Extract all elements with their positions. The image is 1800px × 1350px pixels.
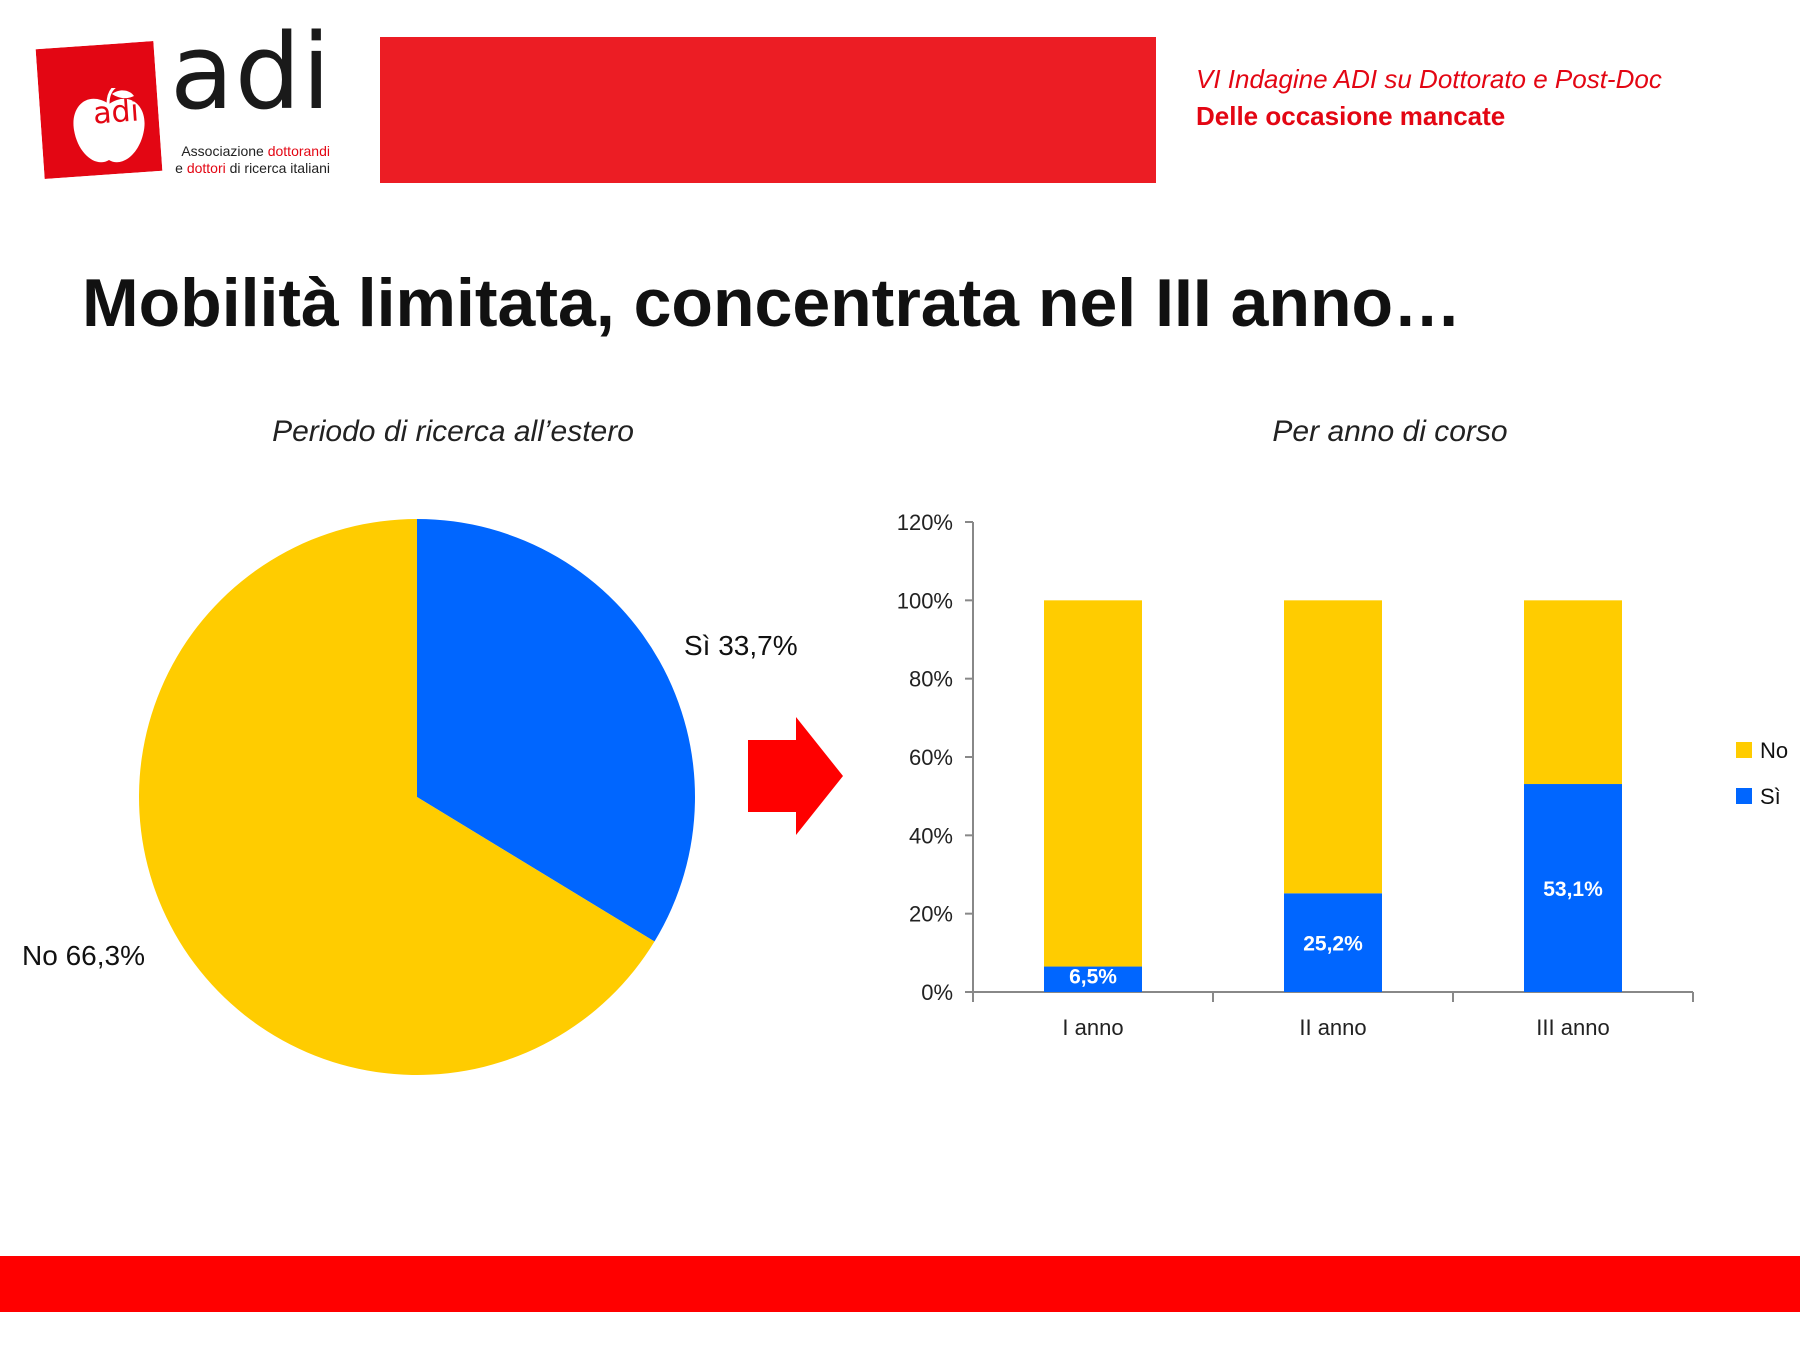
bar-segment-si	[1044, 966, 1142, 992]
bar-data-label: 6,5%	[1069, 966, 1117, 989]
logo-tagline-1b: dottorandi	[267, 143, 330, 159]
pie-slice-yes	[417, 519, 695, 942]
bar-legend: No Sì	[1736, 738, 1788, 809]
bar-segment-si	[1284, 893, 1382, 992]
y-tick-label: 0%	[921, 980, 953, 1005]
x-tick-label: II anno	[1299, 1015, 1366, 1040]
header-red-band	[380, 37, 1156, 183]
red-arrow-icon	[748, 717, 843, 835]
bar-segment-no	[1524, 600, 1622, 785]
y-tick-label: 80%	[909, 667, 953, 692]
pie-chart-title: Periodo di ricerca all’estero	[272, 415, 634, 448]
logo-tagline: Associazione dottorandi e dottori di ric…	[172, 143, 330, 177]
header-subtitle-2: Delle occasione mancate	[1196, 101, 1506, 131]
header-subtitle: VI Indagine ADI su Dottorato e Post-Doc	[1196, 64, 1662, 94]
bar-data-label: 25,2%	[1303, 933, 1363, 956]
x-tick-label: III anno	[1536, 1015, 1609, 1040]
y-tick-label: 100%	[897, 588, 953, 613]
legend-swatch	[1736, 788, 1752, 804]
legend-swatch	[1736, 742, 1752, 758]
legend-label: No	[1760, 738, 1788, 763]
bar-segment-si	[1524, 784, 1622, 992]
bar-marks	[1044, 600, 1622, 992]
y-tick-label: 40%	[909, 823, 953, 848]
logo-wordmark: adi	[170, 11, 332, 133]
y-tick-label: 120%	[897, 510, 953, 535]
logo-tagline-2a: e	[175, 160, 187, 176]
apple-logo-icon	[73, 88, 145, 163]
bar-chart-title: Per anno di corso	[1272, 415, 1508, 448]
logo-tagline-2b: dottori	[186, 160, 226, 176]
stacked-bar-chart: 0% 20% 40% 60% 80% 100% 120% I anno II anno III …	[897, 510, 1788, 1040]
pie-label-no: No 66,3%	[22, 940, 145, 971]
y-tick-label: 60%	[909, 745, 953, 770]
logo-tagline-2c: di ricerca italiani	[225, 160, 330, 176]
x-tick-label: I anno	[1062, 1015, 1123, 1040]
legend-label: Sì	[1760, 784, 1781, 809]
bar-segment-no	[1044, 600, 1142, 967]
slide-title: Mobilità limitata, concentrata nel III a…	[82, 265, 1462, 341]
pie-slice-no	[139, 519, 655, 1075]
bar-y-ticks: 0% 20% 40% 60% 80% 100% 120%	[897, 510, 973, 1005]
logo-tagline-1a: Associazione	[181, 143, 268, 159]
bar-segment-no	[1284, 600, 1382, 894]
logo-tagline-line-2: e dottori di ricerca italiani	[172, 160, 330, 177]
logo-mark-text: adi	[91, 93, 141, 132]
y-tick-label: 20%	[909, 902, 953, 927]
footer-red-band	[0, 1256, 1800, 1312]
logo-tagline-line-1: Associazione dottorandi	[172, 143, 330, 160]
bar-data-label: 53,1%	[1543, 878, 1603, 901]
pie-chart: Sì 33,7% No 66,3%	[22, 519, 798, 1075]
bar-x-ticks: I anno II anno III anno	[972, 992, 1694, 1040]
pie-label-yes: Sì 33,7%	[684, 630, 798, 661]
bar-data-labels: 6,5% 25,2% 53,1%	[1069, 878, 1603, 989]
